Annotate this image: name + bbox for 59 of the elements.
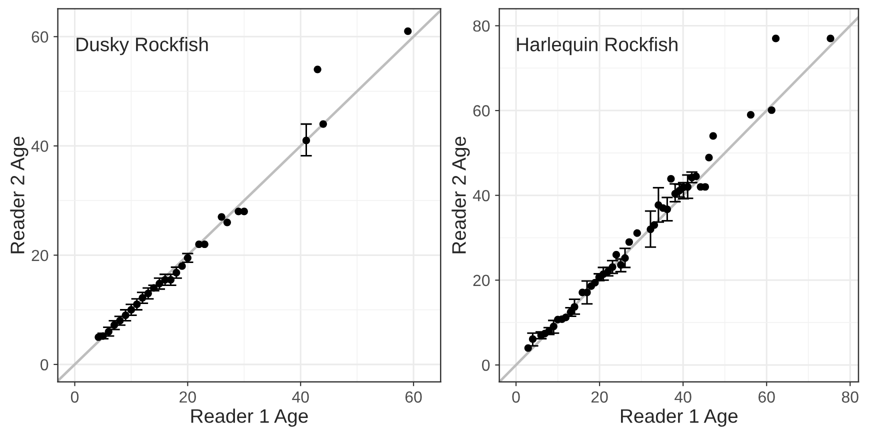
point [550,322,558,330]
y-tick-label: 20 [473,274,490,286]
y-tick-label: 60 [32,31,48,43]
point [127,306,136,314]
x-tick-label: 80 [842,391,858,403]
point [612,250,620,259]
x-tick-label: 60 [405,391,422,403]
y-tick-label: 60 [473,105,490,116]
annotation: Harlequin Rockfish [517,37,678,56]
point [772,34,780,42]
y-tick-label: 0 [482,360,490,371]
point [302,136,310,144]
y-tick-label: 0 [40,359,48,370]
point [746,110,755,119]
x-tick-label: 20 [180,391,196,403]
x-tick-label: 0 [70,391,79,403]
point [133,300,141,308]
x-tick-label: 40 [292,391,309,403]
x-tick-label: 0 [512,391,520,403]
point [650,221,658,229]
point [768,106,776,114]
annotation: Dusky Rockfish [76,37,208,56]
y-axis-title: Reader 2 Age [452,136,470,254]
point [663,206,672,214]
point [240,208,248,216]
point [200,240,208,248]
point [528,335,537,343]
point [178,262,186,270]
point [625,238,634,246]
point [319,120,327,128]
point [709,132,717,140]
y-tick-label: 20 [32,250,48,262]
point [570,303,578,311]
point [705,154,713,162]
x-tick-label: 20 [591,391,608,403]
y-tick-label: 80 [473,20,490,32]
y-tick-label: 40 [31,140,48,152]
point [692,172,700,180]
point [667,175,675,183]
point [524,344,532,352]
point [562,314,570,322]
x-axis-title: Reader 1 Age [191,408,308,427]
point [633,229,641,237]
x-axis-title: Reader 1 Age [621,408,738,427]
x-tick-label: 60 [758,391,775,403]
point [172,268,180,276]
point [591,278,599,287]
point [617,261,625,269]
point [218,213,226,221]
point [314,66,322,74]
x-tick-label: 40 [674,391,692,403]
point [184,254,192,262]
point [608,263,616,271]
y-axis-title: Reader 2 Age [10,136,28,254]
point [404,27,412,35]
point [621,254,629,262]
point [826,34,834,42]
point [223,218,232,226]
y-tick-label: 40 [472,190,490,202]
